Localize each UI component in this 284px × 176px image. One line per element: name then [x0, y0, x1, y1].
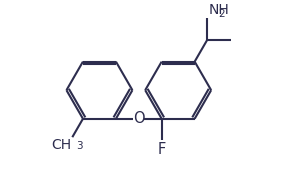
- Text: O: O: [133, 111, 145, 126]
- Text: F: F: [158, 142, 166, 157]
- Text: CH: CH: [51, 138, 71, 152]
- Text: NH: NH: [208, 3, 229, 17]
- Text: 2: 2: [218, 9, 225, 19]
- Text: 3: 3: [76, 141, 83, 151]
